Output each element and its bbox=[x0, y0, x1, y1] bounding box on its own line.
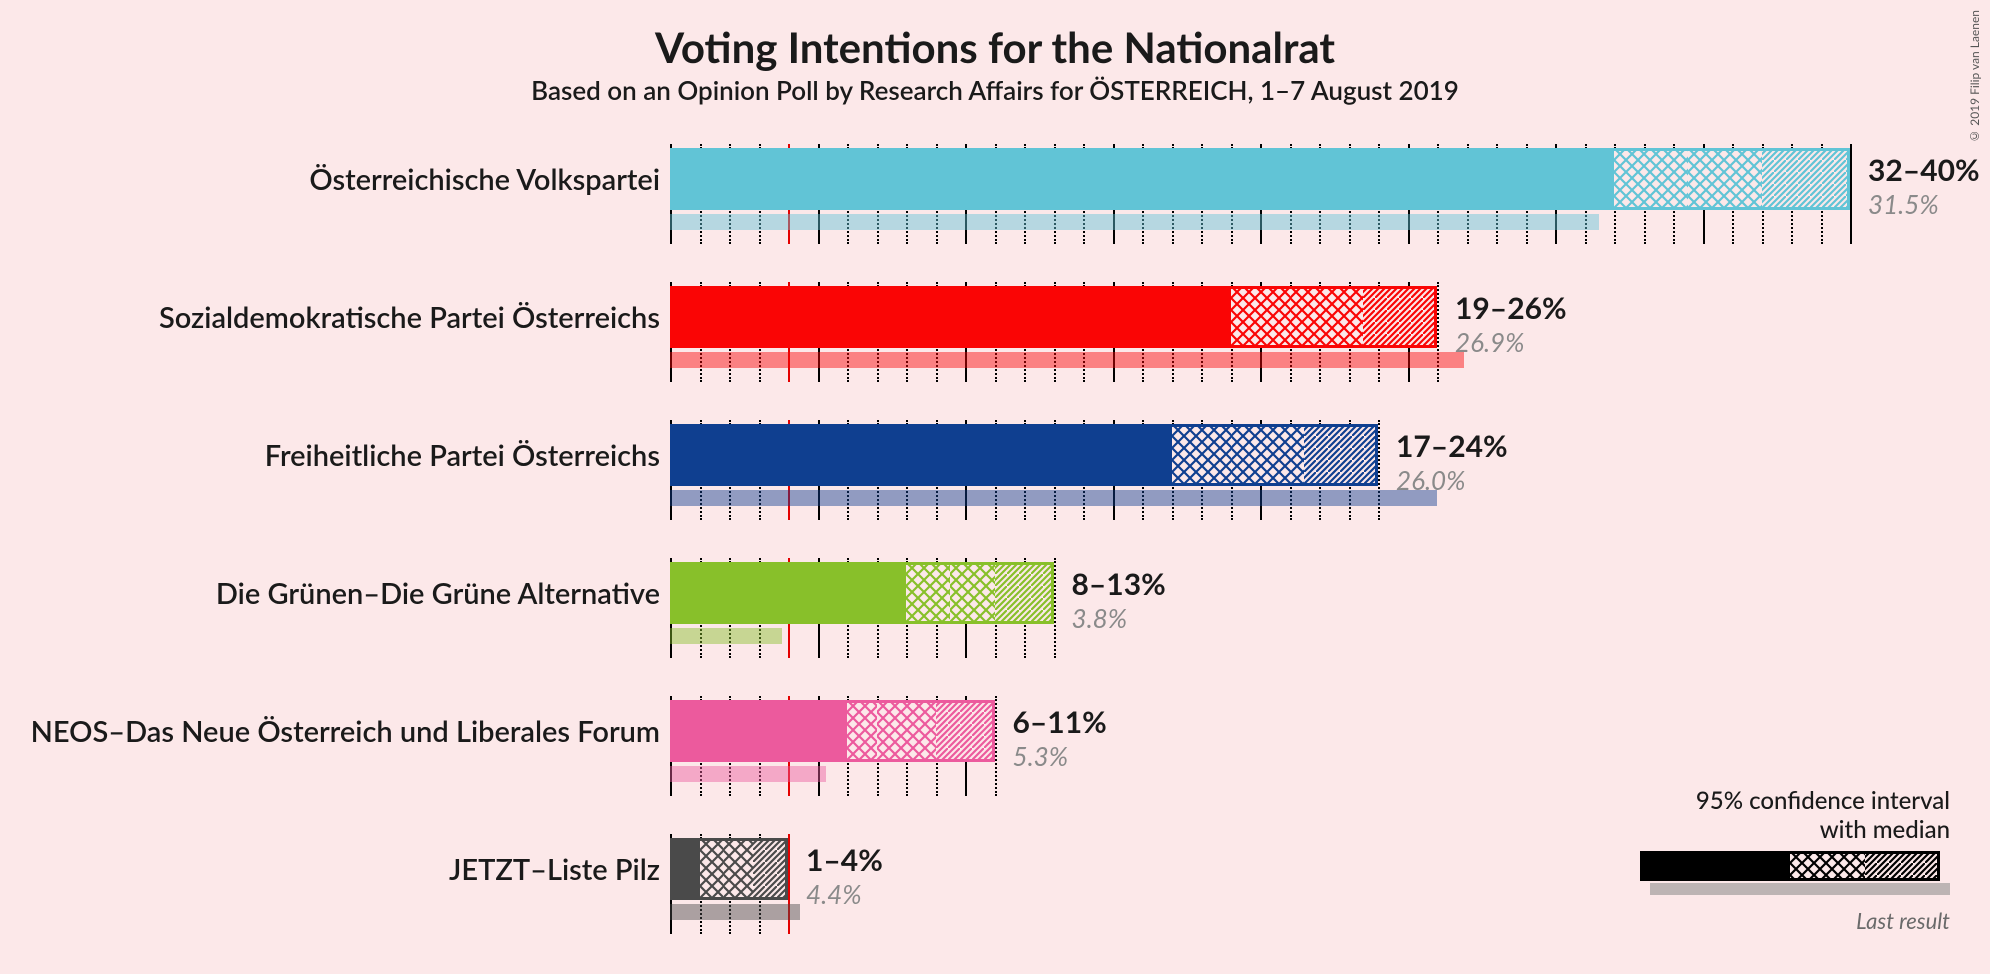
previous-value-label: 5.3% bbox=[1013, 740, 1069, 772]
previous-value-label: 4.4% bbox=[806, 878, 862, 910]
value-range-label: 1–4% bbox=[806, 842, 883, 878]
value-range-label: 17–24% bbox=[1396, 428, 1508, 464]
axis-tick bbox=[995, 696, 997, 796]
confidence-bar bbox=[670, 286, 1437, 348]
axis-tick bbox=[1850, 144, 1852, 244]
party-row: Österreichische Volkspartei 32–40%31.5% bbox=[0, 134, 1990, 254]
value-range-label: 19–26% bbox=[1455, 290, 1567, 326]
previous-value-label: 3.8% bbox=[1072, 602, 1128, 634]
legend-ci-line2: with median bbox=[1820, 815, 1950, 844]
legend-ci-label: 95% confidence interval with median bbox=[1640, 787, 1950, 845]
confidence-bar bbox=[670, 424, 1378, 486]
previous-value-label: 31.5% bbox=[1868, 188, 1939, 220]
legend: 95% confidence interval with median Last… bbox=[1640, 787, 1950, 934]
legend-last-label: Last result bbox=[1640, 907, 1950, 934]
previous-value-label: 26.0% bbox=[1396, 464, 1465, 496]
legend-ci-line1: 95% confidence interval bbox=[1696, 786, 1950, 815]
legend-bar bbox=[1640, 851, 1950, 891]
previous-result-bar bbox=[670, 904, 800, 920]
chart-subtitle: Based on an Opinion Poll by Research Aff… bbox=[0, 74, 1990, 106]
party-row: Freiheitliche Partei Österreichs 17–24%26… bbox=[0, 410, 1990, 530]
previous-result-bar bbox=[670, 628, 782, 644]
party-row: Sozialdemokratische Partei Österreichs 19… bbox=[0, 272, 1990, 392]
value-range-label: 6–11% bbox=[1013, 704, 1107, 740]
confidence-bar bbox=[670, 562, 1054, 624]
party-label: Österreichische Volkspartei bbox=[309, 162, 660, 197]
axis-tick bbox=[1054, 558, 1056, 658]
confidence-bar bbox=[670, 148, 1850, 210]
confidence-bar bbox=[670, 700, 995, 762]
previous-value-label: 26.9% bbox=[1455, 326, 1524, 358]
party-label: NEOS–Das Neue Österreich und Liberales F… bbox=[31, 714, 660, 749]
previous-result-bar bbox=[670, 352, 1464, 368]
party-label: Sozialdemokratische Partei Österreichs bbox=[159, 300, 660, 335]
chart-title: Voting Intentions for the Nationalrat bbox=[0, 0, 1990, 72]
previous-result-bar bbox=[670, 490, 1437, 506]
party-label: Freiheitliche Partei Österreichs bbox=[265, 438, 660, 473]
value-range-label: 8–13% bbox=[1072, 566, 1166, 602]
previous-result-bar bbox=[670, 214, 1599, 230]
confidence-bar bbox=[670, 838, 788, 900]
party-label: Die Grünen–Die Grüne Alternative bbox=[216, 576, 660, 611]
party-label: JETZT–Liste Pilz bbox=[449, 852, 660, 887]
value-range-label: 32–40% bbox=[1868, 152, 1980, 188]
party-row: Die Grünen–Die Grüne Alternative 8–13%3.8… bbox=[0, 548, 1990, 668]
previous-result-bar bbox=[670, 766, 826, 782]
